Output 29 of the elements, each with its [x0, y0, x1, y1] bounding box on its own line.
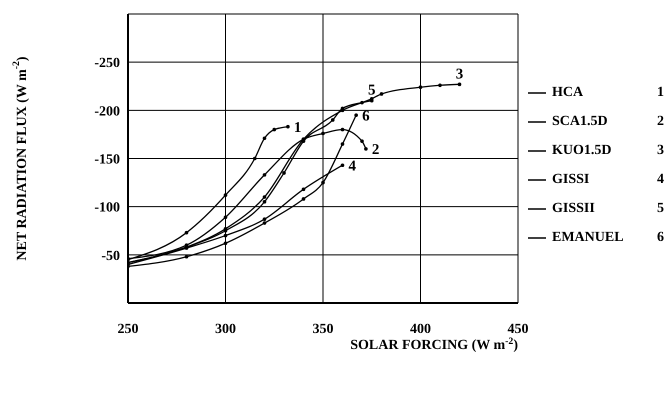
annotation: 6 — [362, 108, 370, 124]
annotation: 1 — [294, 120, 302, 136]
legend-label: KUO1.5D — [552, 142, 612, 158]
text: 1 — [657, 84, 664, 100]
x-tick-label: 350 — [312, 322, 334, 337]
y-tick-label: -150 — [94, 152, 120, 168]
legend-label: EMANUEL — [552, 230, 625, 246]
legend-label: SCA1.5D — [552, 114, 609, 130]
annotation: 2 — [372, 142, 380, 158]
text: 5 — [657, 200, 664, 216]
annotation: 3 — [456, 66, 464, 82]
y-tick-label: -200 — [94, 104, 120, 120]
x-axis-title: SOLAR FORCING (W m$^{-2}$) — [350, 336, 518, 353]
text: 4 — [657, 172, 664, 186]
annotation: 4 — [348, 158, 356, 175]
text: 2 — [657, 114, 664, 128]
legend-label: GISSI — [552, 172, 590, 188]
text: 6 — [657, 230, 664, 244]
y-tick-label: -250 — [94, 56, 120, 72]
legend-label: GISSII — [552, 200, 596, 216]
x-tick-label: 450 — [508, 322, 528, 337]
legend-label: HCA — [552, 84, 584, 100]
y-tick-label: -50 — [101, 248, 120, 264]
x-tick-label: 250 — [118, 322, 138, 337]
x-tick-label: 300 — [215, 322, 236, 337]
y-tick-label: -100 — [94, 200, 120, 216]
annotation: 5 — [368, 82, 376, 99]
text: 3 — [657, 142, 664, 158]
x-tick-label: 400 — [410, 322, 431, 337]
